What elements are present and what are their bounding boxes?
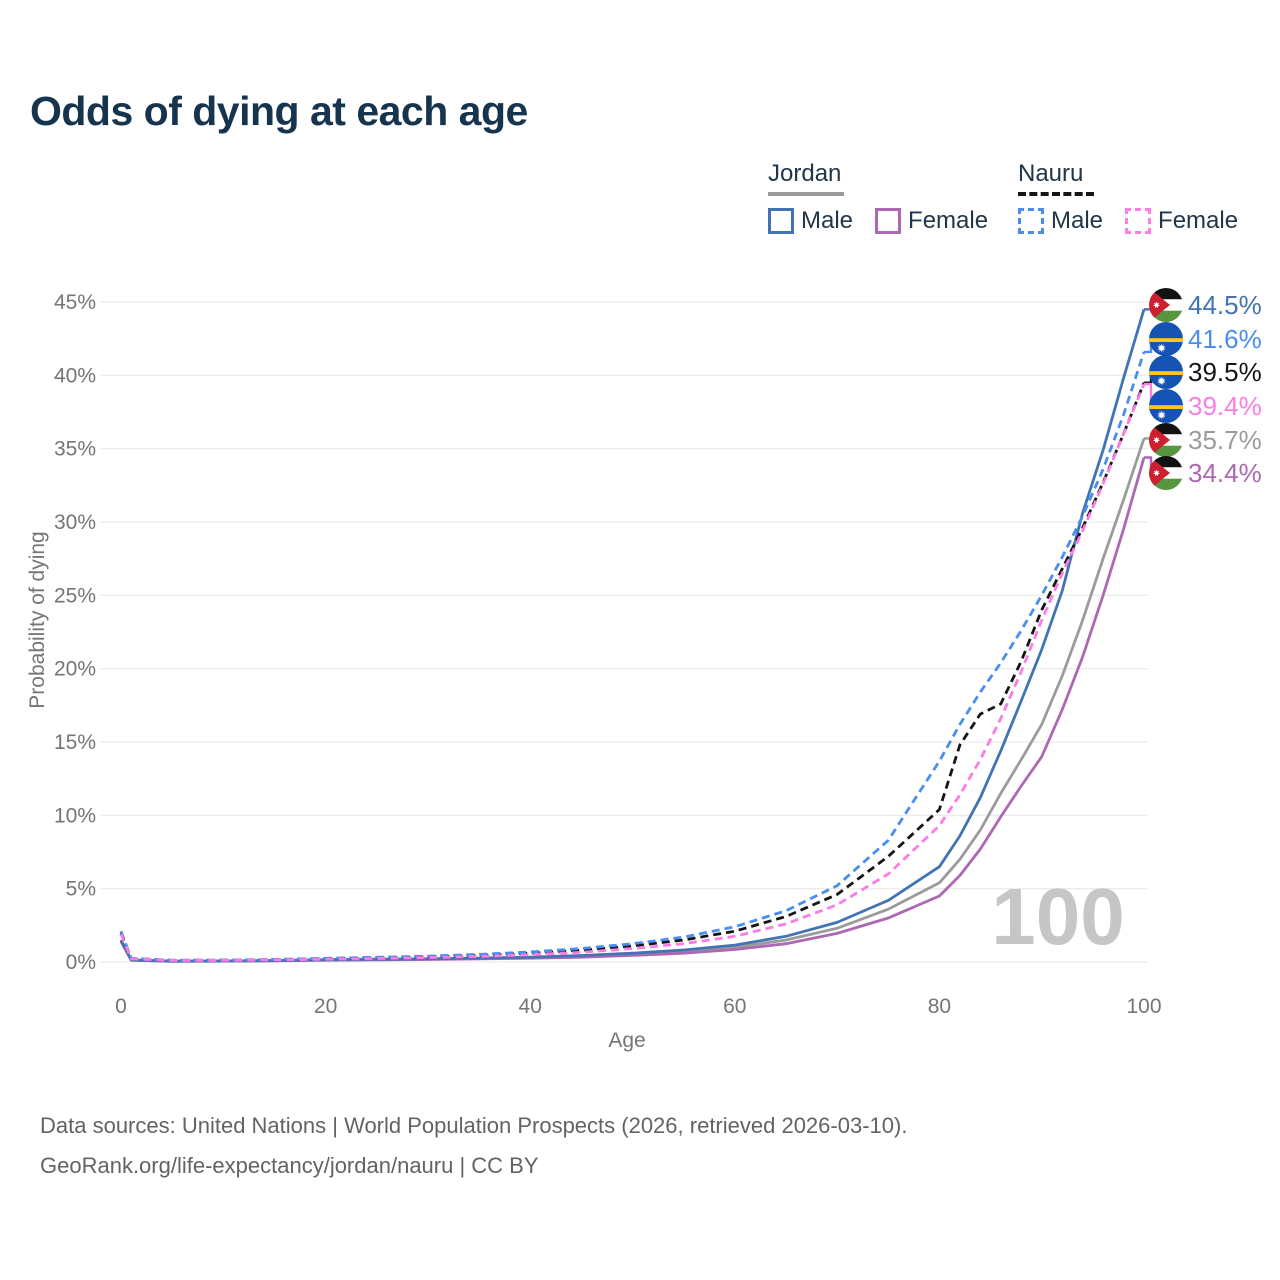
flag-clip [1149,288,1183,322]
flag-chevron-red [1149,423,1170,457]
footer-attribution-link[interactable]: GeoRank.org/life-expectancy/jordan/nauru… [40,1153,539,1178]
x-tick-label: 20 [314,995,337,1018]
jordan-female-swatch-icon [875,208,902,234]
flag-nauru-icon [1149,355,1183,389]
flag-stripe-yellow [1149,405,1183,409]
y-axis-title: Probability of dying [26,531,49,708]
flag-band-black [1149,456,1183,468]
flag-stripe-yellow [1149,338,1183,342]
flag-nauru-icon [1149,389,1183,423]
flag-star [1152,469,1161,477]
series-end-labels: 44.5% 41.6%39.5% 39.4% 35.7%34.4% [1144,288,1262,490]
legend-item-nauru-male[interactable]: Male [1018,207,1103,235]
legend-item-label: Female [908,207,989,234]
flag-chevron-red [1149,456,1170,490]
series-line-nauru-female [119,383,1146,962]
flag-nauru-icon [1149,322,1183,356]
legend-header-jordan: Jordan [768,160,844,196]
y-tick-label: 25% [54,584,96,607]
end-value-label-jordan-female: 34.4% [1188,458,1262,488]
y-tick-label: 15% [54,731,96,754]
series-line-jordan-male [119,308,1146,963]
flag-clip [1149,322,1183,356]
series-line-nauru-male [119,351,1146,962]
legend-group-jordan: Jordan Male Female [768,160,988,235]
end-value-label-nauru-both: 39.5% [1188,357,1262,387]
end-value-label-jordan-male: 44.5% [1188,290,1262,320]
nauru-female-swatch-icon [1125,208,1152,234]
flag-clip [1149,389,1183,423]
legend-item-jordan-male[interactable]: Male [768,207,853,235]
legend-items-nauru: Male Female [1018,207,1238,235]
nauru-male-swatch-icon [1018,208,1044,234]
flag-star [1156,376,1167,386]
flag-band-green [1149,445,1183,457]
x-tick-label: 60 [723,995,746,1018]
legend-item-label: Male [1051,207,1104,234]
flag-jordan-icon [1149,456,1183,490]
flag-star [1156,410,1167,420]
x-axis-tick-labels: 0 20 40 60 80 100 [115,995,1161,1018]
y-axis-tick-labels: 0% 5% 10% 15% 20% 25% 30% 35% 40% 45% [54,291,96,974]
flag-clip [1149,456,1183,490]
flag-stripe-yellow [1149,371,1183,375]
y-tick-label: 45% [54,291,96,314]
flag-jordan-icon [1149,288,1183,322]
x-tick-label: 80 [928,995,951,1018]
y-tick-label: 30% [54,511,96,534]
flag-chevron-red [1149,288,1170,322]
flag-band-green [1149,310,1183,322]
legend-item-nauru-female[interactable]: Female [1125,207,1238,235]
y-tick-label: 5% [66,878,96,901]
flag-band-green [1149,478,1183,490]
legend-item-label: Female [1158,207,1239,234]
x-tick-label: 100 [1126,995,1161,1018]
flag-jordan-icon [1149,423,1183,457]
flag-star [1156,343,1167,353]
x-axis-title: Age [608,1029,645,1052]
page-title: Odds of dying at each age [30,88,528,134]
series-curves [119,308,1146,963]
legend-item-jordan-female[interactable]: Female [875,207,988,235]
legend-item-label: Male [801,207,854,234]
y-tick-label: 0% [66,951,96,974]
flag-clip [1149,423,1183,457]
flag-star [1152,436,1161,444]
flag-star [1152,301,1161,309]
flag-clip [1149,355,1183,389]
jordan-male-swatch-icon [768,208,794,234]
y-tick-label: 35% [54,438,96,461]
end-value-label-nauru-male: 41.6% [1188,324,1262,354]
flag-band-black [1149,423,1183,435]
legend-group-nauru: Nauru Male Female [1018,160,1238,235]
end-value-label-jordan-both: 35.7% [1188,425,1262,455]
gridlines [100,301,1148,963]
y-tick-label: 40% [54,364,96,387]
legend-header-nauru: Nauru [1018,160,1094,196]
legend-items-jordan: Male Female [768,207,988,235]
end-value-label-nauru-female: 39.4% [1188,391,1262,421]
footer-data-sources: Data sources: United Nations | World Pop… [40,1113,908,1138]
footer: Data sources: United Nations | World Pop… [40,1106,907,1186]
flag-band-black [1149,288,1183,300]
x-tick-label: 0 [115,995,127,1018]
x-tick-label: 40 [519,995,542,1018]
y-tick-label: 10% [54,804,96,827]
y-tick-label: 20% [54,658,96,681]
age-watermark: 100 [991,872,1124,961]
